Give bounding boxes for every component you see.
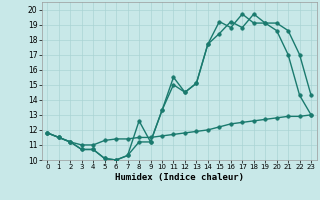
X-axis label: Humidex (Indice chaleur): Humidex (Indice chaleur) <box>115 173 244 182</box>
